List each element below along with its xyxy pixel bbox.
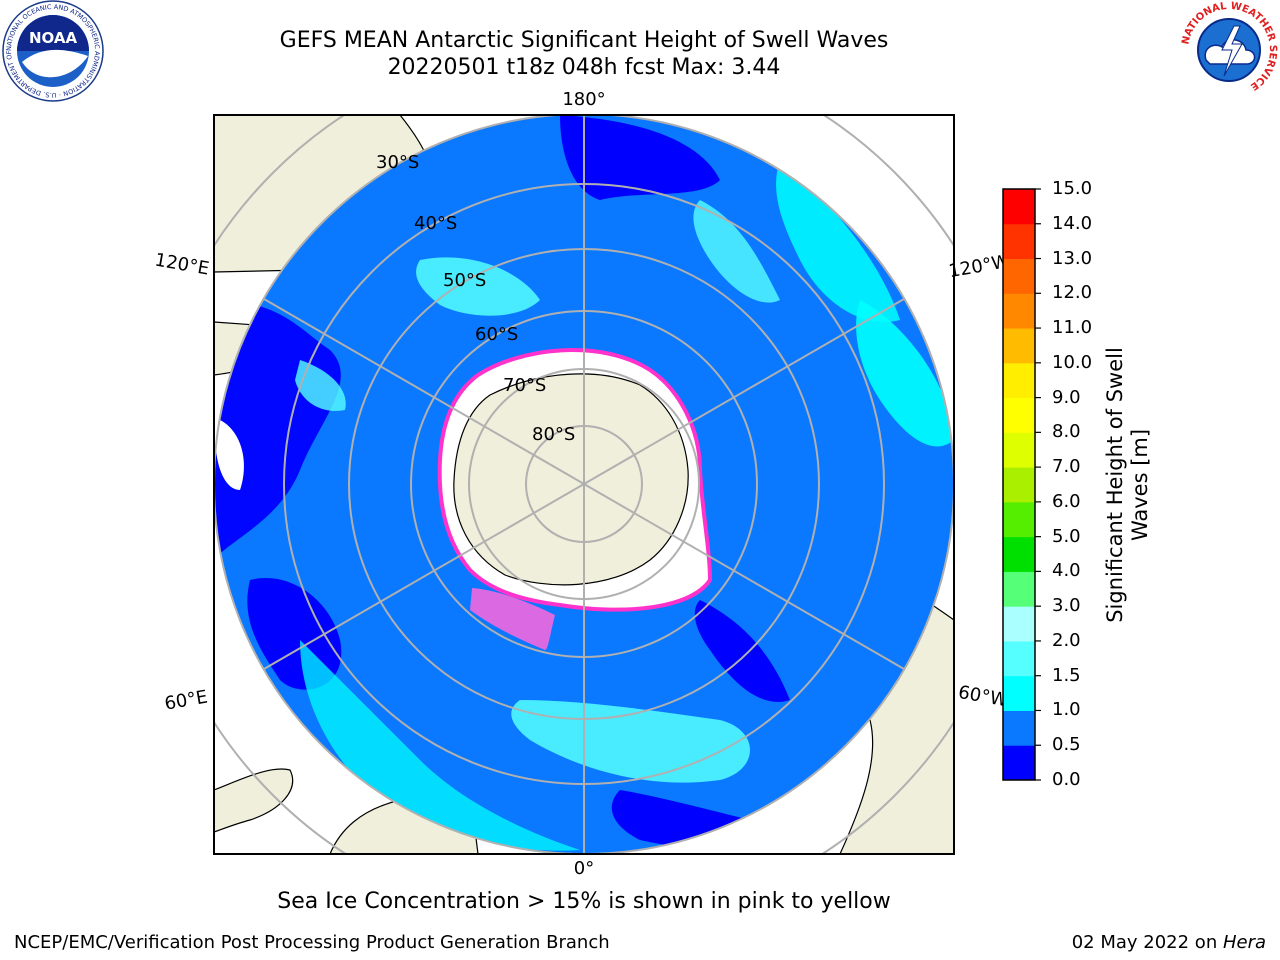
map-frame-border xyxy=(213,114,955,855)
colorbar-tick-label: 0.0 xyxy=(1052,769,1081,790)
colorbar-segment xyxy=(1003,397,1035,433)
colorbar-tick-label: 14.0 xyxy=(1052,212,1093,234)
colorbar-segment xyxy=(1003,536,1035,572)
lat-label-30s: 30°S xyxy=(376,152,419,173)
colorbar-segment xyxy=(1003,362,1035,399)
colorbar-segment xyxy=(1003,710,1035,746)
colorbar-segment xyxy=(1003,189,1035,225)
colorbar-segment xyxy=(1003,223,1035,260)
graticule xyxy=(214,115,954,854)
colorbar-tick-label: 1.5 xyxy=(1052,664,1081,686)
colorbar-tick-label: 6.0 xyxy=(1052,490,1081,512)
colorbar-tick-label: 10.0 xyxy=(1052,351,1093,373)
colorbar-tick-label: 4.0 xyxy=(1052,560,1081,582)
noaa-logo-text: NOAA xyxy=(29,29,78,47)
colorbar-segment xyxy=(1003,293,1035,329)
colorbar-segment xyxy=(1003,640,1035,677)
colorbar-tick-marks xyxy=(1035,188,1041,781)
colorbar-tick-label: 13.0 xyxy=(1052,247,1093,269)
colorbar-segment xyxy=(1003,745,1035,781)
colorbar-tick-label: 1.0 xyxy=(1052,699,1081,721)
chart-subtitle: 20220501 t18z 048h fcst Max: 3.44 xyxy=(387,55,781,80)
lon-label-120e: 120°E xyxy=(153,249,211,279)
noaa-logo: NOAA NATIONAL OCEANIC AND ATMOSPHERIC AD… xyxy=(2,0,104,102)
colorbar-segment xyxy=(1003,606,1035,642)
sea-ice-high-concentration xyxy=(470,588,555,650)
colorbar-segment xyxy=(1003,328,1035,364)
colorbar-tick-label: 8.0 xyxy=(1052,421,1081,443)
lon-label-180: 180° xyxy=(562,89,605,110)
colorbar-tick-label: 9.0 xyxy=(1052,386,1081,408)
lon-label-60e: 60°E xyxy=(163,686,209,714)
lon-label-0: 0° xyxy=(574,858,594,879)
colorbar-segment xyxy=(1003,258,1035,294)
lat-label-70s: 70°S xyxy=(503,375,546,396)
colorbar-border xyxy=(1002,188,1036,781)
colorbar-segment xyxy=(1003,432,1035,468)
footer-host: Hera xyxy=(1222,932,1266,953)
lat-label-80s: 80°S xyxy=(532,424,575,445)
colorbar-tick-label: 2.0 xyxy=(1052,629,1081,651)
colorbar xyxy=(1003,189,1035,781)
colorbar-tick-label: 7.0 xyxy=(1052,456,1081,478)
lon-label-120w: 120°W xyxy=(947,251,1011,282)
lat-label-40s: 40°S xyxy=(414,213,457,234)
footer-date: 02 May 2022 on Hera xyxy=(1072,932,1266,953)
colorbar-segment xyxy=(1003,501,1035,538)
colorbar-tick-label: 15.0 xyxy=(1052,178,1093,199)
footer-date-text: 02 May 2022 on xyxy=(1071,932,1223,953)
lat-label-60s: 60°S xyxy=(475,324,518,345)
colorbar-label-line-1: Significant Height of Swell xyxy=(1103,347,1127,623)
colorbar-label-line-2: Waves [m] xyxy=(1128,428,1152,542)
chart-title: GEFS MEAN Antarctic Significant Height o… xyxy=(279,28,889,53)
lon-label-60w: 60°W xyxy=(957,682,1010,711)
colorbar-segment xyxy=(1003,675,1035,711)
colorbar-tick-label: 0.5 xyxy=(1052,734,1081,756)
antarctica-land xyxy=(453,373,689,586)
colorbar-tick-label: 5.0 xyxy=(1052,525,1081,547)
credit-line: NCEP/EMC/Verification Post Processing Pr… xyxy=(14,932,610,953)
colorbar-tick-label: 3.0 xyxy=(1052,595,1081,617)
lat-label-50s: 50°S xyxy=(443,270,486,291)
colorbar-segment xyxy=(1003,571,1035,607)
colorbar-segment xyxy=(1003,467,1035,503)
colorbar-tick-label: 11.0 xyxy=(1052,317,1093,339)
colorbar-tick-label: 12.0 xyxy=(1052,282,1093,304)
nws-logo: NATIONAL WEATHER SERVICE xyxy=(1180,1,1278,99)
sea-ice-note: Sea Ice Concentration > 15% is shown in … xyxy=(277,889,891,914)
